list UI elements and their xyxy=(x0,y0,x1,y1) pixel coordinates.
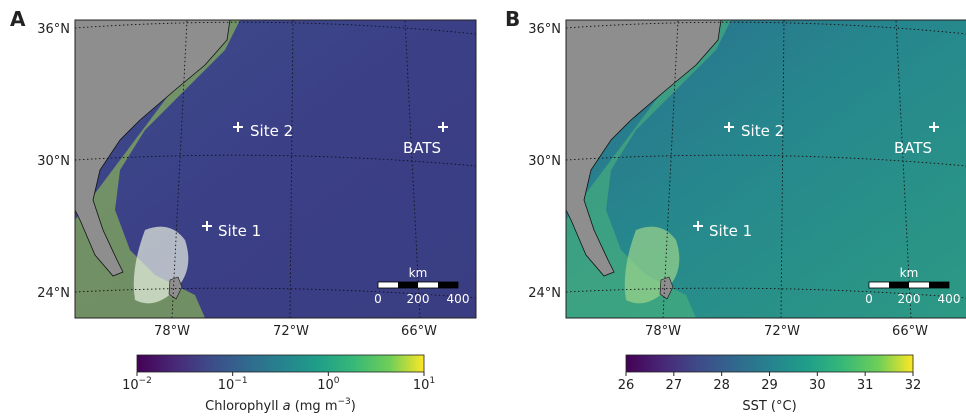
colorbar-label-part: Chlorophyll xyxy=(205,399,282,414)
colorbar-label: Chlorophyll a (mg m−3) xyxy=(205,397,356,414)
lon-label: 78°W xyxy=(154,324,190,339)
graticule xyxy=(566,287,966,299)
graticule xyxy=(895,20,912,318)
tick-exponent: 1 xyxy=(429,376,435,386)
scale-tick-label: 0 xyxy=(374,292,382,306)
colorbar-tick-label: 32 xyxy=(905,378,922,393)
colorbar-label-part: SST (°C) xyxy=(742,399,796,414)
graticule xyxy=(75,154,476,167)
colorbar-label-part: −3 xyxy=(337,397,350,407)
tick-base: 10 xyxy=(218,378,235,393)
lon-label: 72°W xyxy=(764,324,800,339)
island xyxy=(168,276,183,300)
graticule xyxy=(171,20,188,318)
lat-label: 36°N xyxy=(528,22,561,37)
scale-tick-label: 200 xyxy=(898,292,921,306)
map: 36°N 30°N 24°N 78°W 72°W 66°W Site 2 BATS Site 1… xyxy=(37,19,477,339)
tick-exponent: −1 xyxy=(234,376,247,386)
colorbar-tick-label: 10−2 xyxy=(122,376,152,393)
colorbar-tick-label: 26 xyxy=(618,378,635,393)
colorbar-label: SST (°C) xyxy=(742,399,796,414)
scale-bar-segment xyxy=(889,282,909,288)
scale-tick-label: 0 xyxy=(865,292,873,306)
scale-tick-label: 400 xyxy=(447,292,470,306)
lat-label: 30°N xyxy=(37,154,70,169)
scale-bar-segment xyxy=(398,282,418,288)
graticule xyxy=(75,287,476,299)
site-label: BATS xyxy=(894,139,932,157)
graticule xyxy=(75,21,476,35)
colorbar-tick-label: 28 xyxy=(713,378,730,393)
site-label: Site 1 xyxy=(218,222,261,240)
site-label: BATS xyxy=(403,139,441,157)
graticule xyxy=(780,20,785,318)
colorbar-label-part: a xyxy=(283,399,291,414)
graticule xyxy=(566,21,966,35)
colorbar-tick-label: 27 xyxy=(666,378,683,393)
coastal-water xyxy=(566,20,731,318)
colorbar-tick-label: 31 xyxy=(857,378,874,393)
lon-label: 66°W xyxy=(401,324,437,339)
colorbar-label-part: ) xyxy=(351,399,356,414)
tick-exponent: 0 xyxy=(334,376,340,386)
lat-label: 24°N xyxy=(37,286,70,301)
colorbar-tick-label: 100 xyxy=(317,376,340,393)
scale-tick-label: 400 xyxy=(938,292,961,306)
lon-label: 66°W xyxy=(892,324,928,339)
lat-label: 30°N xyxy=(528,154,561,169)
lat-label: 24°N xyxy=(528,286,561,301)
site-label: Site 2 xyxy=(741,122,784,140)
panel-label: A xyxy=(10,7,26,31)
tick-base: 10 xyxy=(122,378,139,393)
site-marker xyxy=(929,122,939,132)
tick-base: 10 xyxy=(413,378,430,393)
map-frame xyxy=(565,19,966,319)
map-content xyxy=(566,20,966,318)
scale-bar-segment xyxy=(438,282,458,288)
site-marker xyxy=(693,221,703,231)
site-marker xyxy=(233,122,243,132)
coastal-water xyxy=(75,20,240,318)
map-frame xyxy=(74,19,477,319)
site-marker xyxy=(202,221,212,231)
scale-tick-label: 200 xyxy=(407,292,430,306)
lon-label: 78°W xyxy=(645,324,681,339)
lat-label: 36°N xyxy=(37,22,70,37)
scale-unit: km xyxy=(409,266,428,280)
site-marker xyxy=(724,122,734,132)
site-marker xyxy=(438,122,448,132)
map: 36°N 30°N 24°N 78°W 72°W 66°W Site 2 BATS Site 1… xyxy=(528,19,966,339)
site-label: Site 2 xyxy=(250,122,293,140)
tick-exponent: −2 xyxy=(139,376,152,386)
colorbar-tick-label: 30 xyxy=(809,378,826,393)
colorbar xyxy=(625,354,914,373)
colorbar-label-part: (mg m xyxy=(291,399,338,414)
lon-label: 72°W xyxy=(273,324,309,339)
colorbar-tick-label: 29 xyxy=(761,378,778,393)
scale-bar-segment xyxy=(929,282,949,288)
scale-unit: km xyxy=(900,266,919,280)
colorbar xyxy=(136,354,425,373)
graticule xyxy=(566,154,966,167)
colorbar-tick-label: 10−1 xyxy=(218,376,248,393)
graticule xyxy=(289,20,294,318)
site-label: Site 1 xyxy=(709,222,752,240)
panel-label: B xyxy=(505,7,520,31)
colorbar-tick-label: 101 xyxy=(413,376,435,393)
map-content xyxy=(75,20,476,318)
graticule xyxy=(662,20,679,318)
graticule xyxy=(404,20,421,318)
island xyxy=(659,276,674,300)
tick-base: 10 xyxy=(317,378,334,393)
